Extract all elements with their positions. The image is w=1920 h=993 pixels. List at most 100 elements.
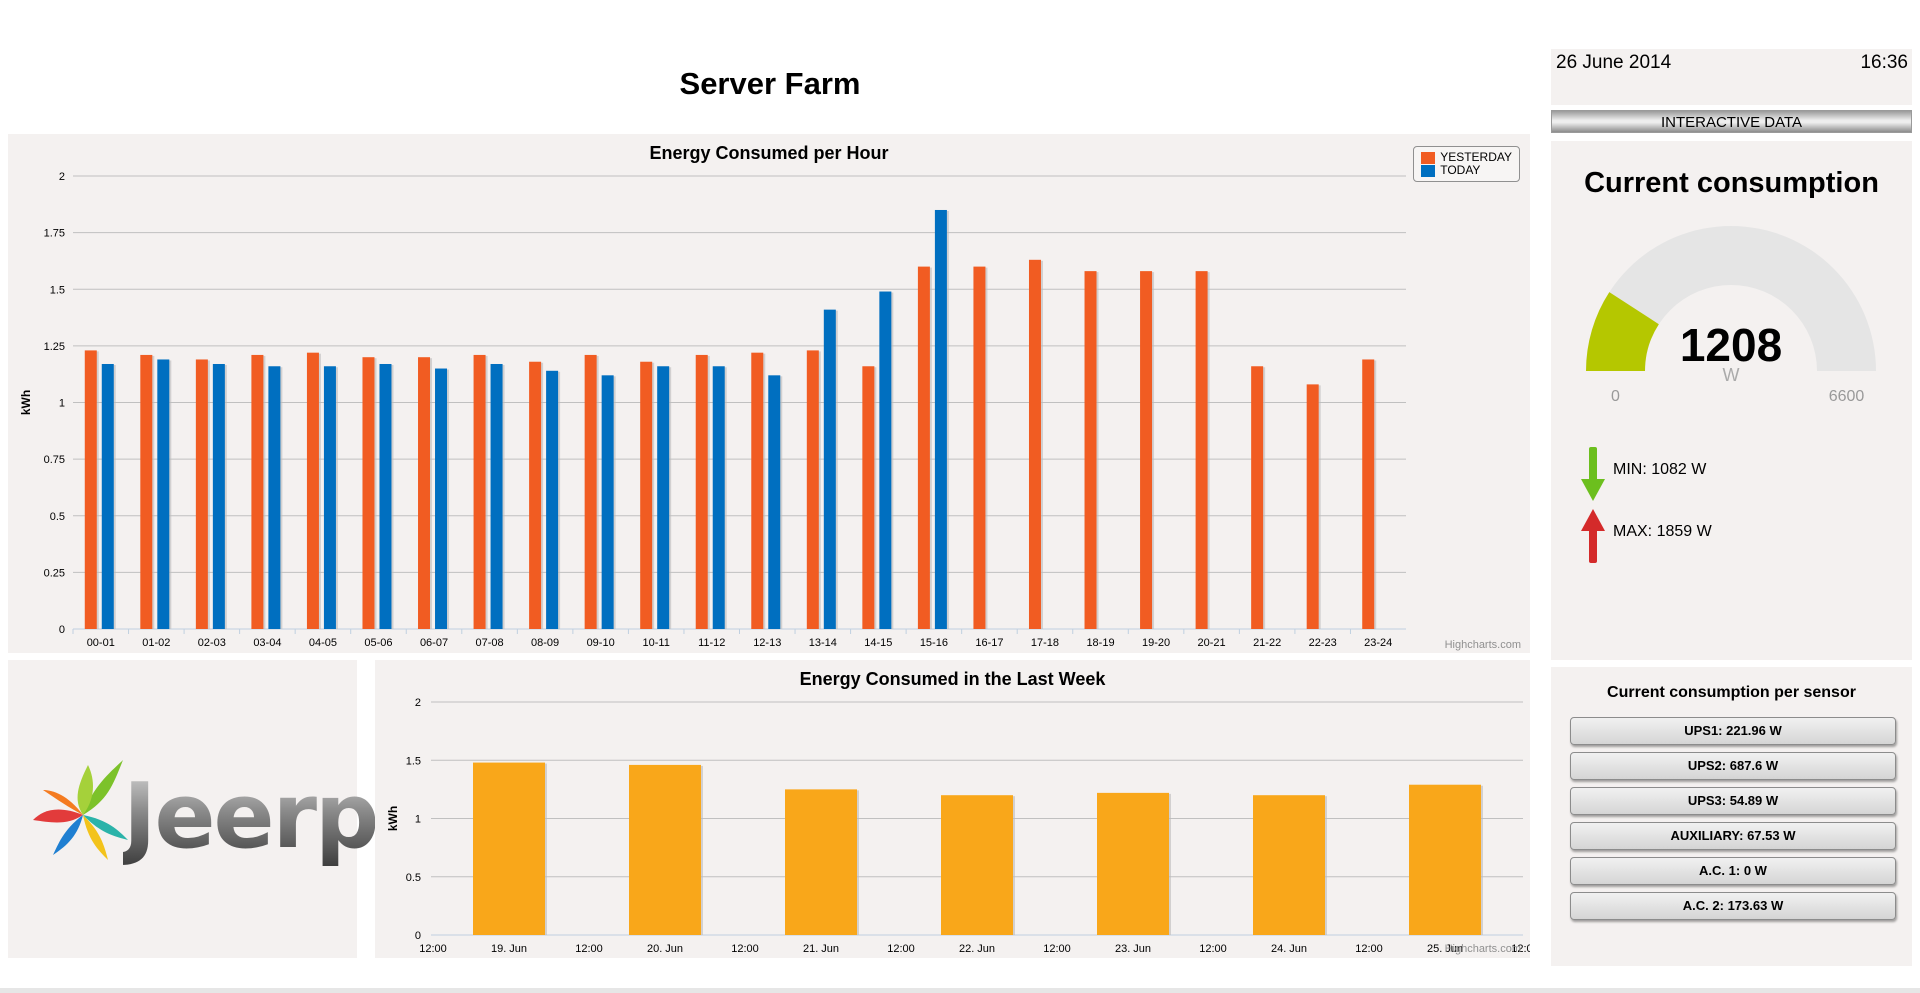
weekly-bar	[473, 762, 545, 935]
hourly-y-tick: 1.75	[44, 228, 65, 240]
weekly-y-tick: 0	[415, 930, 421, 942]
sensor-button-ups1[interactable]: UPS1: 221.96 W	[1570, 717, 1896, 745]
bar-yesterday	[140, 354, 153, 629]
bar-today	[657, 366, 670, 629]
bar-yesterday	[362, 357, 375, 629]
bar-today	[934, 209, 947, 629]
bar-yesterday	[473, 354, 486, 629]
bar-yesterday	[584, 354, 597, 629]
hourly-x-tick: 21-22	[1253, 637, 1281, 649]
hourly-x-tick: 06-07	[420, 637, 448, 649]
sensor-panel-title: Current consumption per sensor	[1607, 684, 1856, 701]
hourly-x-tick: 20-21	[1198, 637, 1226, 649]
bar-yesterday	[806, 350, 819, 629]
weekly-bar	[941, 795, 1013, 935]
hourly-y-tick: 0.75	[44, 454, 65, 466]
hourly-x-tick: 04-05	[309, 637, 337, 649]
bar-yesterday	[1195, 271, 1208, 629]
sensor-button-ups2[interactable]: UPS2: 687.6 W	[1570, 752, 1896, 780]
hourly-x-tick: 02-03	[198, 637, 226, 649]
hourly-legend[interactable]: YESTERDAY TODAY	[1413, 146, 1520, 182]
weekly-x-tick: 22. Jun	[959, 943, 995, 955]
bar-yesterday	[84, 350, 97, 629]
sensor-button-ac2[interactable]: A.C. 2: 173.63 W	[1570, 892, 1896, 920]
sensor-button-ups3[interactable]: UPS3: 54.89 W	[1570, 787, 1896, 815]
logo-text: Jeerp	[123, 764, 379, 869]
logo-panel: Jeerp	[8, 660, 379, 958]
hourly-x-tick: 23-24	[1364, 637, 1392, 649]
bar-today	[601, 375, 614, 629]
hourly-x-tick: 03-04	[253, 637, 281, 649]
sensor-panel: Current consumption per sensor UPS1: 221…	[1551, 667, 1912, 966]
bar-today	[546, 370, 559, 629]
bar-yesterday	[418, 357, 431, 629]
weekly-bar	[785, 789, 857, 935]
weekly-x-minor-tick: 12:00	[575, 943, 603, 955]
hourly-chart: 0 0.25 0.5 0.75 1 1.25 1.5 1.75 2 kWh 00-01 01-02 02…	[19, 171, 1406, 649]
hourly-y-tick: 0.25	[44, 567, 65, 579]
hourly-x-tick: 05-06	[364, 637, 392, 649]
sensor-button-auxiliary[interactable]: AUXILIARY: 67.53 W	[1570, 822, 1896, 850]
legend-item-yesterday[interactable]: YESTERDAY	[1421, 151, 1512, 164]
hourly-chart-panel: Energy Consumed per Hour 0 0.25 0.5 0.75 1 1.…	[8, 134, 1530, 653]
hourly-y-tick: 1	[59, 398, 65, 410]
hourly-chart-title: Energy Consumed per Hour	[649, 143, 889, 163]
hourly-y-tick: 0.5	[50, 511, 65, 523]
min-value: MIN: 1082 W	[1613, 461, 1707, 478]
legend-swatch-yesterday	[1421, 151, 1436, 164]
weekly-x-minor-tick: 12:00	[1043, 943, 1071, 955]
legend-label-today: TODAY	[1440, 163, 1481, 177]
bar-today	[712, 366, 725, 629]
legend-label-yesterday: YESTERDAY	[1440, 150, 1512, 164]
weekly-bar	[629, 764, 701, 935]
hourly-y-tick: 1.25	[44, 341, 65, 353]
weekly-y-axis-label: kWh	[386, 806, 400, 831]
weekly-x-tick: 24. Jun	[1271, 943, 1307, 955]
interactive-data-button[interactable]: INTERACTIVE DATA	[1551, 110, 1912, 133]
bar-today	[323, 366, 336, 629]
gauge-fill	[1586, 292, 1659, 371]
bar-today	[101, 363, 114, 629]
weekly-x-tick: 20. Jun	[647, 943, 683, 955]
bar-yesterday	[1362, 359, 1375, 629]
bar-today	[879, 291, 892, 629]
weekly-x-minor-tick: 12:00	[1199, 943, 1227, 955]
hourly-y-axis-label: kWh	[19, 390, 33, 415]
hourly-x-tick: 13-14	[809, 637, 837, 649]
weekly-x-tick: 25. Jun	[1427, 943, 1463, 955]
hourly-x-tick: 01-02	[142, 637, 170, 649]
gauge-title: Current consumption	[1584, 167, 1879, 199]
page-title: Server Farm	[679, 66, 861, 101]
weekly-y-tick: 1.5	[406, 755, 421, 767]
current-date: 26 June 2014	[1556, 52, 1672, 73]
bar-yesterday	[1140, 271, 1153, 629]
hourly-x-tick: 22-23	[1309, 637, 1337, 649]
weekly-y-tick: 0.5	[406, 872, 421, 884]
gauge-min: 0	[1611, 388, 1620, 405]
legend-item-today[interactable]: TODAY	[1421, 164, 1512, 177]
bar-yesterday	[640, 361, 653, 629]
bar-yesterday	[306, 352, 319, 629]
weekly-chart-title: Energy Consumed in the Last Week	[799, 669, 1106, 689]
sensor-button-ac1[interactable]: A.C. 1: 0 W	[1570, 857, 1896, 885]
bar-yesterday	[1084, 271, 1097, 629]
weekly-bar	[1409, 784, 1481, 935]
max-value: MAX: 1859 W	[1613, 523, 1712, 540]
gauge-value: 1208	[1680, 319, 1782, 371]
jeerp-logo-icon	[33, 760, 128, 860]
hourly-x-tick: 10-11	[643, 637, 670, 649]
weekly-x-minor-tick: 12:00	[419, 943, 447, 955]
hourly-x-tick: 15-16	[920, 637, 948, 649]
bar-yesterday	[1306, 384, 1319, 629]
hourly-credits[interactable]: Highcharts.com	[1444, 639, 1521, 651]
bar-today	[212, 363, 225, 629]
gauge-max: 6600	[1829, 388, 1865, 405]
hourly-x-tick: 08-09	[531, 637, 559, 649]
min-arrow-icon	[1581, 447, 1605, 501]
weekly-credits[interactable]: Highcharts.com	[1444, 943, 1521, 955]
bar-yesterday	[862, 366, 875, 629]
current-time: 16:36	[1860, 52, 1908, 73]
datetime-bar: 26 June 2014 16:36	[1551, 49, 1912, 105]
bar-today	[157, 359, 170, 629]
